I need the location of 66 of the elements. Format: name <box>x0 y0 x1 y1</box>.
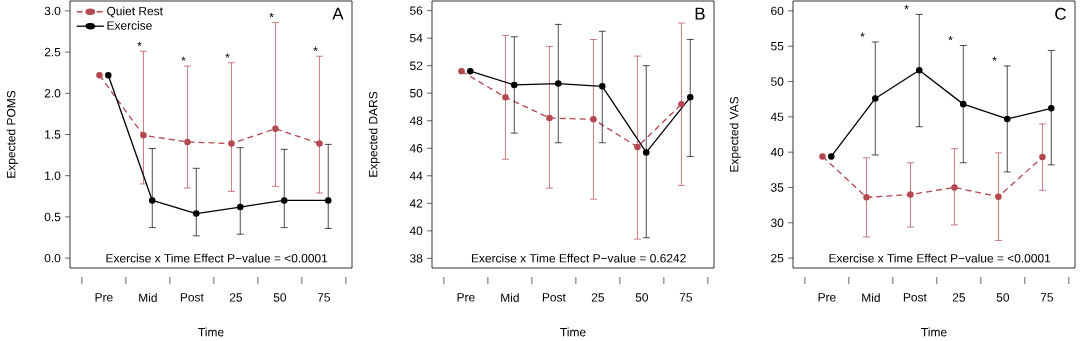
annotation: Exercise x Time Effect P−value = <0.0001 <box>829 253 1051 263</box>
legend-label: Quiet Rest <box>107 6 163 18</box>
y-tick-label: 40 <box>770 147 784 157</box>
y-tick-label: 3.0 <box>44 6 61 16</box>
x-tick-label: 25 <box>591 293 604 302</box>
annotation: * <box>137 41 142 47</box>
x-tick-label: 50 <box>996 293 1010 302</box>
x-tick-label: 25 <box>229 293 242 302</box>
y-tick-label: 1.5 <box>45 130 61 139</box>
annotation: * <box>181 56 186 61</box>
y-tick-label: 40 <box>409 226 423 236</box>
x-tick-label: 50 <box>635 293 649 302</box>
annotation: * <box>860 32 865 37</box>
x-tick-label: Post <box>542 293 566 302</box>
x-tick-label: Mid <box>501 293 519 302</box>
y-tick-label: 54 <box>410 33 423 43</box>
y-tick-label: 50 <box>410 88 423 98</box>
y-tick-label: 25 <box>771 253 784 263</box>
x-tick-label: 50 <box>273 293 287 302</box>
x-tick-label: 25 <box>952 293 966 302</box>
x-tick-label: Post <box>180 293 204 302</box>
annotation: * <box>313 46 318 51</box>
y-tick-label: 0.0 <box>44 253 61 263</box>
x-tick-label: Pre <box>95 293 113 302</box>
y-tick-label: 44 <box>409 171 423 180</box>
y-tick-label: 1.0 <box>45 171 61 180</box>
y-tick-label: 52 <box>410 61 423 70</box>
x-tick-label: Mid <box>139 293 157 302</box>
annotation: * <box>904 5 909 10</box>
chart-title: C <box>1055 7 1066 20</box>
x-tick-label: Post <box>903 293 927 302</box>
x-tick-label: Mid <box>862 293 880 302</box>
annotation: * <box>269 13 274 18</box>
y-axis-title: Expected DARS <box>368 91 380 177</box>
annotation: * <box>948 36 953 41</box>
y-tick-label: 56 <box>410 6 423 15</box>
y-tick-label: 38 <box>409 254 423 263</box>
x-tick-label: Pre <box>457 293 475 302</box>
x-tick-label: 75 <box>679 293 692 302</box>
y-tick-label: 0.5 <box>44 212 61 222</box>
y-tick-label: 45 <box>770 112 784 121</box>
x-axis-title: Time <box>921 327 947 337</box>
y-tick-label: 48 <box>409 116 423 125</box>
y-axis-title: Expected VAS <box>729 96 741 172</box>
y-tick-label: 30 <box>770 218 784 228</box>
y-tick-label: 2.5 <box>44 47 61 57</box>
x-axis-title: Time <box>198 327 224 337</box>
annotation: * <box>225 53 230 58</box>
x-tick-label: 75 <box>1040 293 1053 302</box>
annotation: Exercise x Time Effect P−value = <0.0001 <box>106 253 328 263</box>
y-axis-title: Expected POMS <box>6 90 18 178</box>
x-axis-title: Time <box>560 327 586 337</box>
y-tick-label: 42 <box>409 199 423 208</box>
y-tick-label: 50 <box>771 77 784 86</box>
x-tick-label: 75 <box>317 293 330 302</box>
legend-label: Exercise <box>107 20 152 30</box>
annotation: * <box>992 56 997 61</box>
y-tick-label: 2.0 <box>44 89 61 98</box>
annotation: Exercise x Time Effect P−value = 0.6242 <box>471 253 686 263</box>
x-tick-label: Pre <box>818 293 836 302</box>
y-tick-label: 46 <box>409 144 423 153</box>
chart-title: B <box>695 7 705 20</box>
chart-title: A <box>332 7 344 20</box>
y-tick-label: 55 <box>771 42 784 51</box>
y-tick-label: 60 <box>771 6 784 16</box>
y-tick-label: 35 <box>770 183 784 192</box>
